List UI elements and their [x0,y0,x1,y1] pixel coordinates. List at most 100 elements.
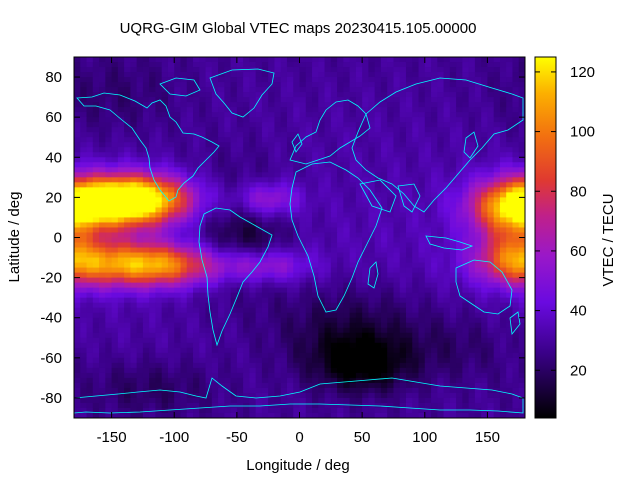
heatmap-cell [193,287,200,294]
heatmap-cell [180,402,188,409]
heatmap-cell [167,92,175,98]
heatmap-cell [449,77,457,83]
heatmap-cell [274,197,282,203]
heatmap-cell [481,147,489,153]
heatmap-cell [186,267,194,274]
heatmap-cell [393,372,401,379]
heatmap-cell [318,277,326,284]
heatmap-cell [124,387,131,394]
heatmap-cell [374,117,382,123]
heatmap-cell [74,282,81,289]
heatmap-cell [249,147,257,153]
heatmap-cell [243,362,250,369]
heatmap-cell [218,357,225,364]
heatmap-cell [105,87,113,93]
heatmap-cell [193,377,200,384]
heatmap-cell [418,227,426,234]
heatmap-cell [268,312,276,319]
heatmap-cell [236,147,244,153]
heatmap-cell [136,387,144,394]
heatmap-cell [380,287,388,294]
heatmap-cell [124,187,131,193]
heatmap-cell [161,242,169,249]
heatmap-cell [456,192,463,198]
heatmap-cell [136,117,144,123]
heatmap-cell [299,82,307,88]
heatmap-cell [268,257,276,264]
heatmap-cell [349,57,357,63]
heatmap-cell [243,287,250,294]
heatmap-cell [355,337,363,344]
heatmap-cell [186,62,194,68]
heatmap-cell [431,162,438,168]
heatmap-cell [130,312,138,319]
heatmap-cell [431,277,438,284]
heatmap-cell [324,267,332,274]
heatmap-cell [193,397,200,404]
heatmap-cell [399,387,407,394]
heatmap-cell [261,342,269,349]
heatmap-cell [506,122,514,128]
heatmap-cell [274,112,282,118]
heatmap-cell [105,177,113,183]
heatmap-cell [318,367,326,374]
heatmap-cell [387,317,395,324]
heatmap-cell [387,147,395,153]
heatmap-cell [236,132,244,138]
heatmap-cell [218,237,225,244]
heatmap-cell [167,402,175,409]
heatmap-cell [130,122,138,128]
heatmap-cell [349,352,357,359]
heatmap-cell [518,342,525,349]
heatmap-cell [343,352,351,359]
heatmap-cell [405,107,413,113]
heatmap-cell [274,287,282,294]
heatmap-cell [74,347,81,354]
heatmap-cell [499,142,507,148]
heatmap-cell [493,332,501,339]
heatmap-cell [142,72,150,78]
heatmap-cell [387,132,395,138]
heatmap-cell [343,282,351,289]
heatmap-cell [268,197,276,203]
heatmap-cell [286,137,294,143]
heatmap-cell [349,62,357,68]
heatmap-cell [149,82,157,88]
heatmap-cell [293,322,301,329]
heatmap-cell [211,172,219,178]
heatmap-cell [236,237,244,244]
heatmap-cell [205,232,213,239]
heatmap-cell [362,392,369,399]
heatmap-cell [343,357,351,364]
heatmap-cell [155,372,163,379]
heatmap-cell [211,307,219,314]
heatmap-cell [218,342,225,349]
heatmap-cell [142,142,150,148]
heatmap-cell [355,367,363,374]
heatmap-cell [142,277,150,284]
heatmap-cell [161,322,169,329]
heatmap-cell [468,82,476,88]
heatmap-cell [368,317,376,324]
heatmap-cell [337,252,344,259]
heatmap-cell [355,352,363,359]
heatmap-cell [243,192,250,198]
heatmap-cell [117,222,125,229]
heatmap-cell [424,97,432,103]
heatmap-cell [437,72,445,78]
heatmap-cell [255,322,263,329]
heatmap-cell [218,187,225,193]
heatmap-cell [468,362,476,369]
heatmap-cell [155,282,163,289]
heatmap-cell [449,352,457,359]
heatmap-cell [92,227,100,234]
heatmap-cell [374,262,382,269]
heatmap-cell [468,157,476,163]
heatmap-cell [92,337,100,344]
heatmap-cell [337,342,344,349]
heatmap-cell [456,97,463,103]
heatmap-cell [86,202,94,209]
heatmap-cell [249,337,257,344]
heatmap-cell [343,337,351,344]
heatmap-cell [117,142,125,148]
